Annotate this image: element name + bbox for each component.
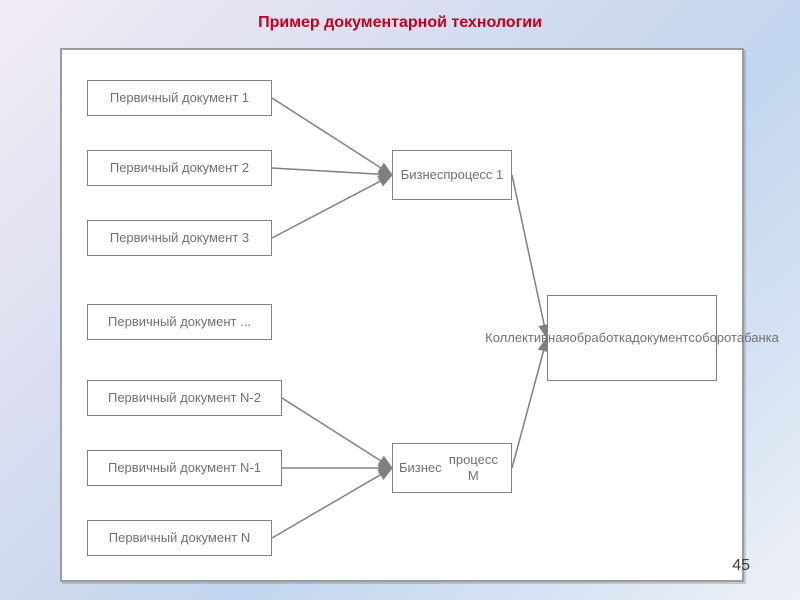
diagram-frame: Первичный документ 1 Первичный документ 2…	[60, 48, 744, 582]
edge-bp1-coll	[512, 175, 547, 338]
node-docN2: Первичный документ N-2	[87, 380, 282, 416]
node-bp1: Бизнеспроцесс 1	[392, 150, 512, 200]
node-docN: Первичный документ N	[87, 520, 272, 556]
slide-title: Пример документарной технологии	[0, 14, 800, 32]
page-number: 45	[732, 557, 750, 575]
edge-doc2-bp1	[272, 168, 392, 175]
node-doc1: Первичный документ 1	[87, 80, 272, 116]
node-doc3: Первичный документ 3	[87, 220, 272, 256]
edge-doc1-bp1	[272, 98, 392, 175]
node-bpM: Бизнеспроцесс M	[392, 443, 512, 493]
node-coll: Коллективнаяобработкадокументсоборотабан…	[547, 295, 717, 381]
edge-bpM-coll	[512, 338, 547, 468]
slide: Пример документарной технологии Первичны…	[0, 0, 800, 600]
edge-docN2-bpM	[282, 398, 392, 468]
node-doc2: Первичный документ 2	[87, 150, 272, 186]
node-docE: Первичный документ ...	[87, 304, 272, 340]
node-docN1: Первичный документ N-1	[87, 450, 282, 486]
edge-docN-bpM	[272, 468, 392, 538]
edge-doc3-bp1	[272, 175, 392, 238]
